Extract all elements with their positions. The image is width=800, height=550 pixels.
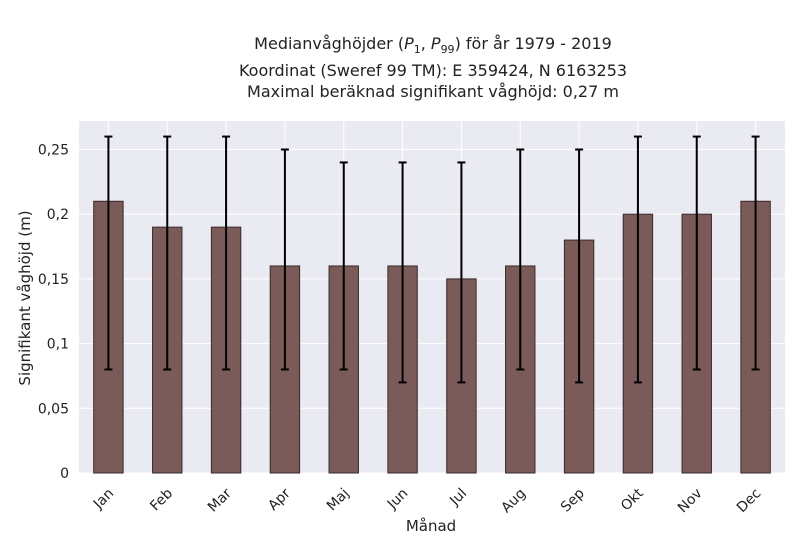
- y-axis-label: Signifikant våghöjd (m): [16, 210, 34, 385]
- y-tick-label: 0: [60, 466, 69, 482]
- plot-area: [79, 121, 785, 473]
- chart-title: Medianvåghöjder (P1, P99) för år 1979 - …: [0, 33, 800, 102]
- x-tick-label: Maj: [324, 486, 353, 515]
- y-tick-labels: 0 0,05 0,1 0,15 0,2 0,25: [38, 143, 69, 483]
- title-line-3: Maximal beräknad signifikant våghöjd: 0,…: [247, 82, 619, 102]
- x-tick-label: Jul: [446, 486, 470, 510]
- title-line-2: Koordinat (Sweref 99 TM): E 359424, N 61…: [238, 61, 628, 81]
- x-axis-label: Månad: [406, 517, 456, 535]
- y-tick-label: 0,1: [47, 337, 69, 353]
- x-tick-label: Sep: [558, 485, 588, 515]
- error-bars: [104, 135, 760, 384]
- x-tick-label: Jun: [384, 486, 411, 513]
- x-tick-label: Jan: [90, 486, 117, 513]
- x-tick-label: Feb: [147, 485, 176, 514]
- x-tick-labels: Jan Feb Mar Apr Maj Jun Jul Aug Sep Okt Nov Dec: [90, 485, 764, 516]
- x-tick-label: Nov: [675, 486, 706, 517]
- x-tick-label: Dec: [734, 486, 764, 516]
- x-tick-label: Okt: [618, 485, 647, 514]
- y-tick-label: 0,2: [47, 207, 69, 223]
- x-tick-label: Aug: [498, 486, 529, 517]
- y-tick-label: 0,05: [38, 401, 69, 417]
- title-line-1: Medianvåghöjder (P1, P99) för år 1979 - …: [254, 34, 612, 57]
- y-tick-label: 0,25: [38, 143, 69, 159]
- x-tick-label: Apr: [265, 485, 294, 514]
- x-tick-label: Mar: [205, 485, 235, 515]
- y-tick-label: 0,15: [38, 272, 69, 288]
